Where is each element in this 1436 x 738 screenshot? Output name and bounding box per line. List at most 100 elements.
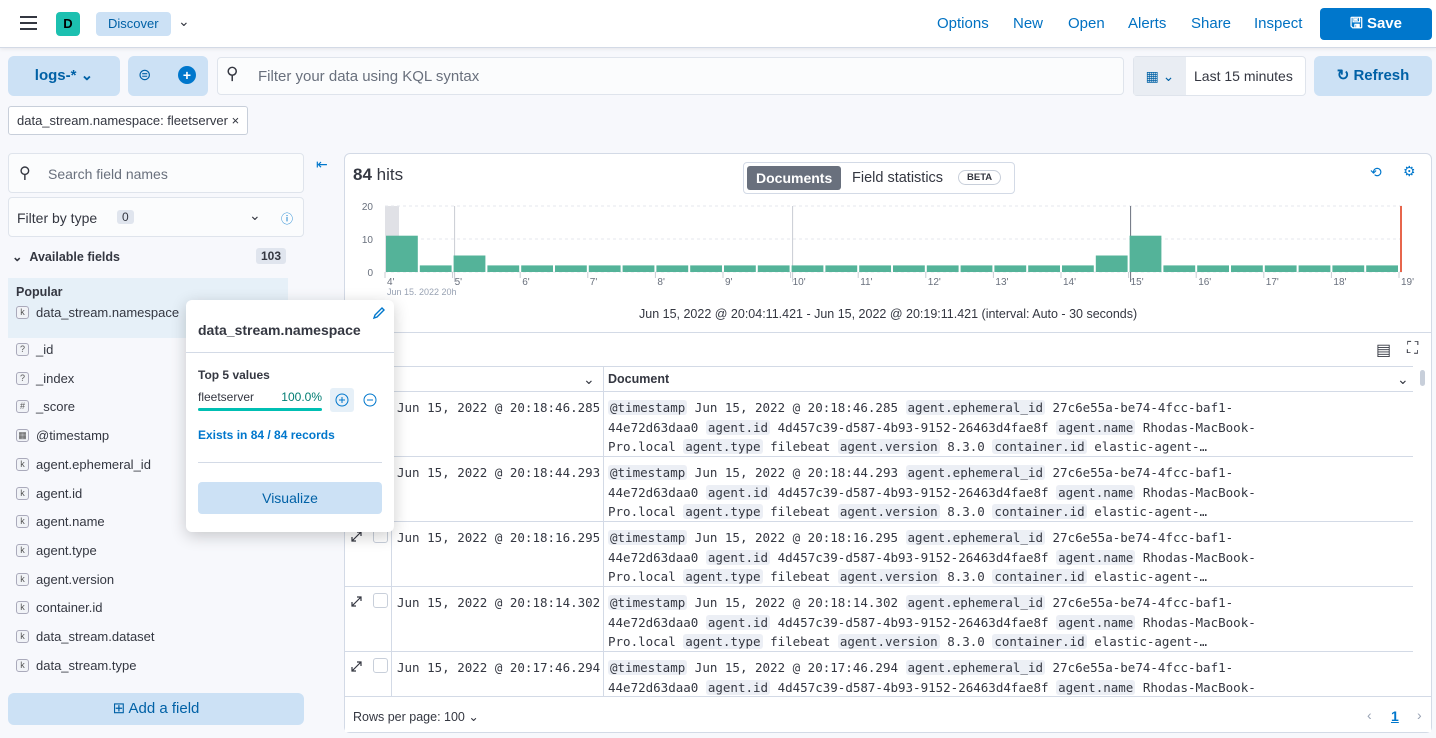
- space-avatar[interactable]: D: [56, 12, 80, 36]
- exists-link[interactable]: Exists in 84 / 84 records: [198, 428, 335, 442]
- histogram-bar: [1264, 265, 1297, 272]
- edit-pencil-icon[interactable]: [372, 306, 386, 320]
- new-link[interactable]: New: [1013, 15, 1044, 32]
- column-document[interactable]: Document: [603, 367, 673, 391]
- field-item[interactable]: # _score: [16, 397, 75, 417]
- document-cell: @timestamp Jun 15, 2022 @ 20:18:46.285 a…: [603, 392, 1408, 456]
- menu-icon[interactable]: [20, 16, 37, 30]
- table-row[interactable]: Jun 15, 2022 @ 20:18:44.293 @timestamp J…: [345, 457, 1413, 522]
- x-tick-label: 6': [522, 277, 530, 288]
- prev-page-icon[interactable]: ‹: [1367, 707, 1372, 723]
- search-icon: ⚲: [19, 165, 31, 182]
- collapse-sidebar-icon[interactable]: ⇤: [316, 156, 328, 172]
- histogram-bar: [1366, 265, 1398, 272]
- field-item[interactable]: k container.id: [16, 598, 103, 618]
- histogram-bar: [487, 265, 520, 272]
- table-row[interactable]: Jun 15, 2022 @ 20:18:14.302 @timestamp J…: [345, 587, 1413, 652]
- open-link[interactable]: Open: [1068, 15, 1105, 32]
- field-item[interactable]: k data_stream.type: [16, 656, 136, 676]
- field-search-input[interactable]: ⚲ Search field names: [8, 153, 304, 193]
- histogram[interactable]: 0 10 20 4' 5' 6' 7' 8' 9' 10' 11' 12' 13' 14' 15' 16' 17…: [345, 195, 1425, 295]
- visualize-button[interactable]: Visualize: [198, 482, 382, 514]
- filter-menu-icon[interactable]: ⊜: [138, 67, 152, 84]
- add-field-button[interactable]: ⊞ Add a field: [8, 693, 304, 725]
- density-icon[interactable]: ▤: [1376, 342, 1392, 359]
- histogram-bar: [453, 255, 486, 272]
- fullscreen-icon[interactable]: ⛶: [1407, 340, 1419, 357]
- chevron-down-icon[interactable]: ⌄: [583, 371, 595, 387]
- x-tick-label: 13': [995, 277, 1008, 288]
- histogram-bar: [622, 265, 655, 272]
- table-row[interactable]: Jun 15, 2022 @ 20:18:16.295 @timestamp J…: [345, 522, 1413, 587]
- document-cell: @timestamp Jun 15, 2022 @ 20:18:16.295 a…: [603, 522, 1408, 586]
- info-icon[interactable]: ⓘ: [281, 212, 294, 226]
- filter-options-group: ⊜ +: [128, 56, 208, 96]
- field-item[interactable]: k agent.ephemeral_id: [16, 455, 151, 475]
- calendar-icon[interactable]: ▦ ⌄: [1134, 57, 1186, 95]
- field-data-stream-namespace[interactable]: k data_stream.namespace: [16, 303, 179, 323]
- available-fields-toggle[interactable]: ⌄ Available fields: [12, 250, 120, 264]
- options-link[interactable]: Options: [937, 15, 989, 32]
- table-row[interactable]: Jun 15, 2022 @ 20:18:46.285 @timestamp J…: [345, 392, 1413, 457]
- field-item[interactable]: ▦ @timestamp: [16, 426, 109, 446]
- histogram-bar: [1231, 265, 1263, 272]
- histogram-bar: [588, 265, 621, 272]
- histogram-bar: [555, 265, 587, 272]
- scrollbar[interactable]: [1420, 370, 1425, 386]
- histogram-bar: [1298, 265, 1331, 272]
- histogram-bar: [724, 265, 756, 272]
- field-item[interactable]: ? _index: [16, 369, 74, 389]
- rows-per-page-select[interactable]: Rows per page: 100 ⌄: [353, 710, 479, 724]
- x-tick-label: 19': [1401, 277, 1414, 288]
- chevron-down-icon[interactable]: ⌄: [178, 13, 190, 29]
- row-checkbox[interactable]: [373, 593, 388, 608]
- time-picker[interactable]: ▦ ⌄ Last 15 minutes: [1133, 56, 1306, 96]
- add-filter-icon[interactable]: +: [178, 66, 196, 84]
- x-tick-label: 5': [455, 277, 463, 288]
- document-cell: @timestamp Jun 15, 2022 @ 20:18:44.293 a…: [603, 457, 1408, 521]
- x-sublabel: Jun 15, 2022 20h: [387, 287, 457, 295]
- histogram-bar: [1332, 265, 1365, 272]
- filter-out-value-icon[interactable]: [358, 388, 382, 412]
- refresh-button[interactable]: ↻ Refresh: [1314, 56, 1432, 96]
- x-tick-label: 17': [1266, 277, 1279, 288]
- expand-icon[interactable]: [350, 595, 363, 608]
- chevron-down-icon[interactable]: ⌄: [249, 207, 261, 223]
- index-pattern-select[interactable]: logs-* ⌄: [8, 56, 120, 96]
- filter-by-type[interactable]: Filter by type 0 ⌄ ⓘ: [8, 197, 304, 237]
- expand-icon[interactable]: [350, 530, 363, 543]
- filter-for-value-icon[interactable]: [330, 388, 354, 412]
- row-checkbox[interactable]: [373, 658, 388, 673]
- histogram-bar: [690, 265, 722, 272]
- gear-icon[interactable]: ⚙: [1403, 163, 1416, 179]
- histogram-bar: [1095, 255, 1128, 272]
- chart-options-icon[interactable]: ⟲: [1370, 164, 1382, 180]
- field-item[interactable]: k agent.type: [16, 541, 97, 561]
- next-page-icon[interactable]: ›: [1417, 707, 1422, 723]
- histogram-bar: [1129, 235, 1162, 272]
- inspect-link[interactable]: Inspect: [1254, 15, 1303, 32]
- histogram-bar: [859, 265, 891, 272]
- field-item[interactable]: k agent.id: [16, 484, 82, 504]
- field-item[interactable]: k agent.name: [16, 512, 105, 532]
- close-icon[interactable]: ×: [231, 113, 240, 128]
- x-tick-label: 18': [1333, 277, 1346, 288]
- tab-documents[interactable]: Documents: [747, 166, 842, 190]
- filter-pill[interactable]: data_stream.namespace: fleetserver ×: [8, 106, 249, 135]
- alerts-link[interactable]: Alerts: [1128, 15, 1167, 32]
- field-item[interactable]: k agent.version: [16, 570, 114, 590]
- page-1[interactable]: 1: [1391, 708, 1399, 724]
- search-icon: ⚲: [226, 64, 239, 83]
- kql-search-input[interactable]: Filter your data using KQL syntax: [217, 57, 1124, 95]
- chevron-down-icon[interactable]: ⌄: [1397, 371, 1409, 387]
- field-item[interactable]: k data_stream.dataset: [16, 627, 155, 647]
- field-item[interactable]: ? _id: [16, 340, 53, 360]
- share-link[interactable]: Share: [1191, 15, 1232, 32]
- document-cell: @timestamp Jun 15, 2022 @ 20:18:14.302 a…: [603, 587, 1408, 651]
- expand-icon[interactable]: [350, 660, 363, 673]
- y-tick-label: 20: [362, 202, 374, 213]
- save-button[interactable]: 🖫 Save: [1320, 8, 1432, 40]
- histogram-bar: [994, 265, 1027, 272]
- breadcrumb[interactable]: Discover: [96, 12, 171, 36]
- tab-field-statistics[interactable]: Field statistics: [852, 170, 944, 186]
